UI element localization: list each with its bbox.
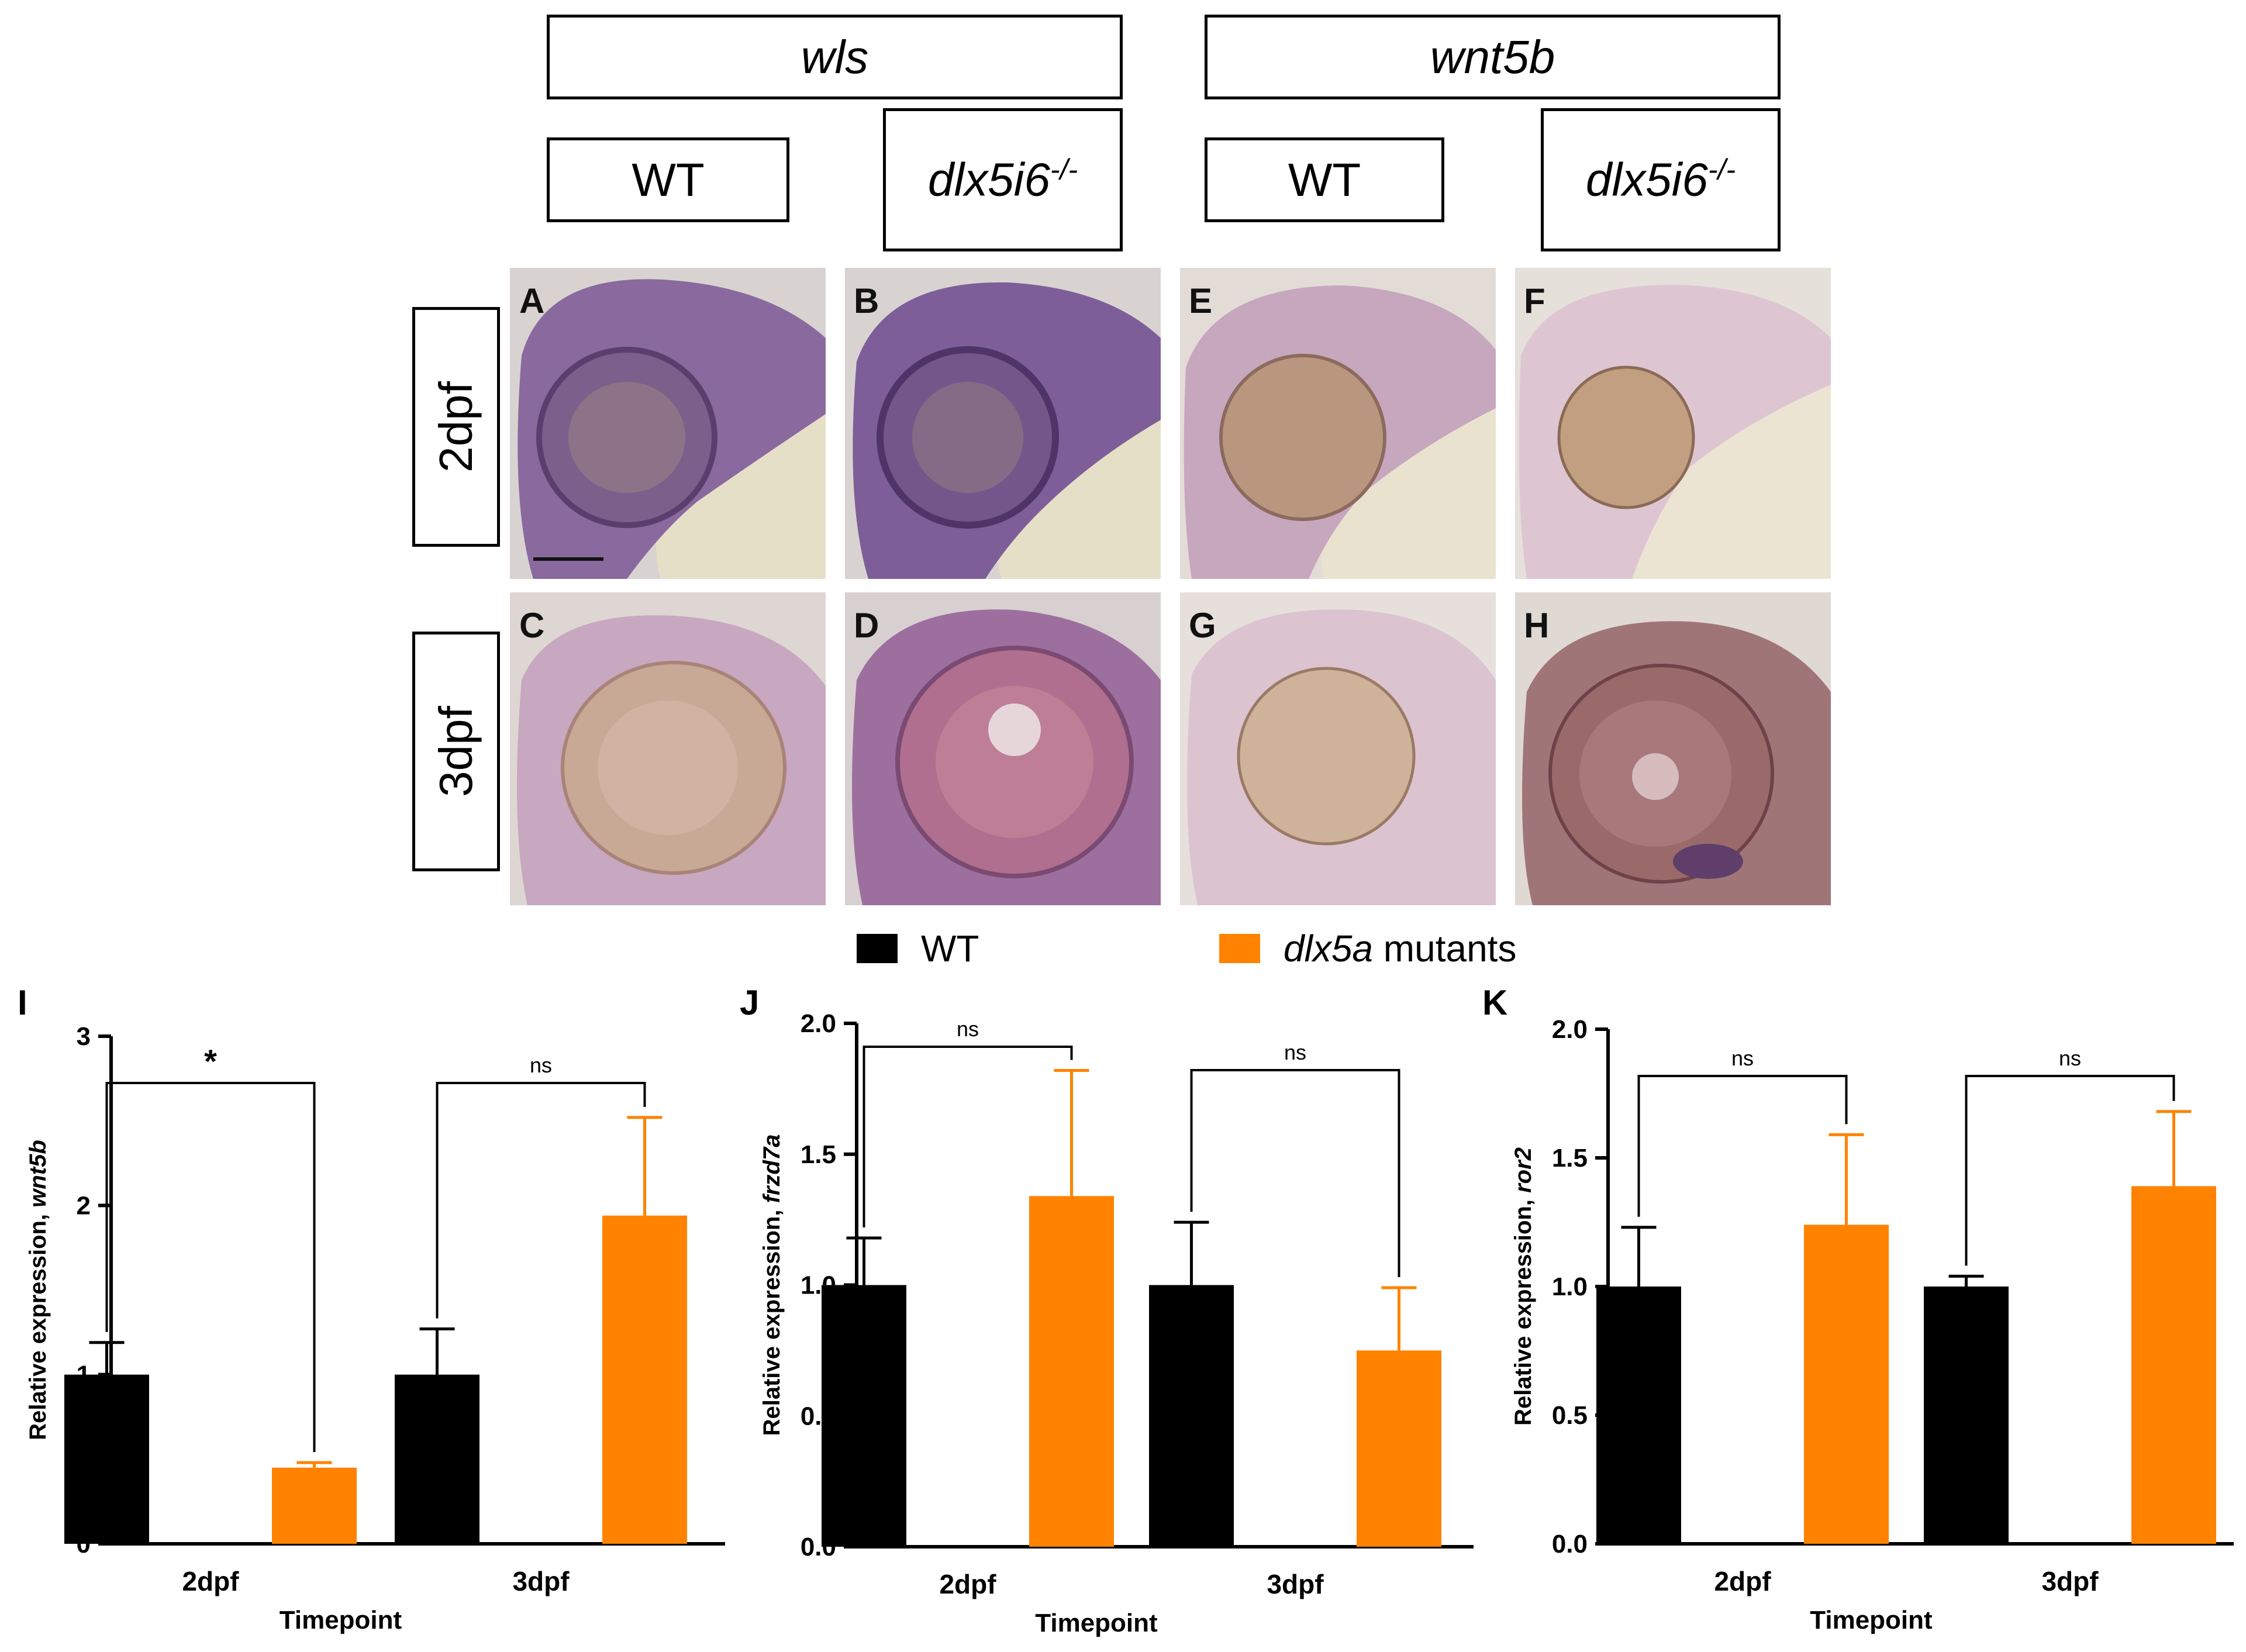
- chart-label-i: I: [18, 983, 27, 1022]
- x-tick-label: 2dpf: [182, 1566, 239, 1596]
- significance-bracket: [1637, 1075, 1848, 1217]
- y-tick-label: 3: [77, 1022, 91, 1051]
- panel-e-image: [1180, 268, 1496, 579]
- panel-f-image: [1515, 268, 1831, 579]
- row-label-2dpf-text: 2dpf: [430, 381, 482, 473]
- x-axis-title: Timepoint: [1035, 1609, 1158, 1637]
- bar-wt: [822, 1285, 906, 1547]
- row-label-3dpf-text: 3dpf: [430, 706, 482, 797]
- bar-wt: [64, 1374, 149, 1544]
- panel-label-e: E: [1189, 281, 1213, 320]
- y-axis-title: Relative expression, ror2: [1510, 1147, 1536, 1426]
- wls-wt-text: WT: [632, 153, 705, 206]
- panel-g-image: [1180, 592, 1496, 905]
- wnt5b-wt-text: WT: [1288, 153, 1361, 206]
- significance-label: ns: [957, 1017, 979, 1041]
- wnt5b-mutant-header: dlx5i6-/-: [1541, 108, 1781, 251]
- bar-wt: [1149, 1285, 1234, 1547]
- legend-mutant-swatch: [1219, 934, 1260, 963]
- bar-mutant: [2131, 1186, 2216, 1544]
- panel-a-image: [510, 268, 826, 579]
- legend-wt: WT: [857, 927, 979, 970]
- chart-label-k: K: [1482, 983, 1508, 1022]
- significance-label: ns: [1284, 1040, 1306, 1064]
- panel-label-b: B: [854, 281, 879, 320]
- panel-b-image: [845, 268, 1161, 579]
- gene-header-wnt5b: wnt5b: [1205, 15, 1781, 99]
- bar-mutant: [1029, 1196, 1114, 1547]
- y-tick-label: 2: [77, 1191, 91, 1220]
- panel-c-image: [510, 592, 826, 905]
- significance-bracket: [862, 1046, 1073, 1227]
- bar-wt: [395, 1374, 479, 1544]
- panel-label-f: F: [1524, 281, 1545, 320]
- bar-wt: [1924, 1287, 2009, 1544]
- significance-label: ns: [2059, 1046, 2081, 1070]
- panel-label-g: G: [1189, 606, 1216, 645]
- gene-header-wls-text: wls: [801, 30, 869, 83]
- x-tick-label: 2dpf: [939, 1569, 996, 1599]
- x-tick-label: 3dpf: [1267, 1569, 1324, 1599]
- panel-label-c: C: [519, 606, 545, 645]
- y-axis-title: Relative expression, frzd7a: [759, 1134, 785, 1436]
- chart-k: 0.0 0.5 1.0 1.5 2.0 ns 2dpf ns 3dpf Timepoint Rela…: [1510, 1015, 2234, 1634]
- legend-wt-swatch: [857, 934, 898, 963]
- significance-label: ns: [1731, 1046, 1754, 1070]
- y-tick-label: 2.0: [801, 1009, 836, 1038]
- bar-mutant: [1804, 1225, 1889, 1544]
- x-tick-label: 3dpf: [2041, 1566, 2099, 1596]
- y-tick-label: 1.0: [1552, 1272, 1588, 1301]
- y-tick-label: 0.5: [1552, 1401, 1588, 1430]
- row-label-2dpf: 2dpf: [412, 307, 500, 547]
- chart-label-j: J: [740, 983, 760, 1022]
- legend-mutant-label: dlx5a mutants: [1284, 927, 1517, 970]
- gene-header-wnt5b-text: wnt5b: [1430, 30, 1555, 83]
- row-label-3dpf: 3dpf: [412, 632, 500, 871]
- y-tick-label: 2.0: [1552, 1015, 1588, 1044]
- significance-label: *: [204, 1043, 217, 1080]
- panel-h-image: [1515, 592, 1831, 905]
- y-tick-label: 0.0: [1552, 1530, 1588, 1558]
- wls-mutant-text: dlx5i6-/-: [927, 153, 1078, 206]
- panel-label-a: A: [519, 281, 545, 320]
- panel-label-d: D: [854, 606, 879, 645]
- x-tick-label: 3dpf: [512, 1566, 570, 1596]
- bar-mutant: [1357, 1350, 1441, 1547]
- chart-j: 0.00.51.01.52.0 ns2dpfns3dpfTimepointRela…: [759, 1009, 1474, 1637]
- significance-bracket: [105, 1082, 316, 1453]
- bar-wt: [1596, 1287, 1681, 1544]
- y-axis-title: Relative expression, wnt5b: [25, 1140, 51, 1440]
- bar-mutant: [272, 1467, 357, 1544]
- wnt5b-wt-header: WT: [1205, 137, 1444, 222]
- significance-bracket: [1190, 1069, 1400, 1277]
- legend-wt-label: WT: [921, 927, 979, 970]
- significance-bracket: [436, 1082, 646, 1319]
- gene-header-wls: wls: [547, 15, 1123, 99]
- x-tick-label: 2dpf: [1714, 1566, 1771, 1596]
- panel-d-image: [845, 592, 1161, 905]
- legend-mutant: dlx5a mutants: [1219, 927, 1516, 970]
- y-tick-label: 1.5: [1552, 1144, 1588, 1172]
- x-axis-title: Timepoint: [280, 1606, 402, 1634]
- y-tick-label: 1.5: [801, 1140, 836, 1169]
- wnt5b-mutant-text: dlx5i6-/-: [1585, 153, 1736, 206]
- wls-mutant-header: dlx5i6-/-: [883, 108, 1123, 251]
- significance-bracket: [1965, 1075, 2175, 1266]
- bar-mutant: [602, 1215, 687, 1544]
- panel-label-h: H: [1524, 606, 1550, 645]
- x-axis-title: Timepoint: [1810, 1606, 1933, 1634]
- wls-wt-header: WT: [547, 137, 789, 222]
- significance-label: ns: [530, 1053, 552, 1077]
